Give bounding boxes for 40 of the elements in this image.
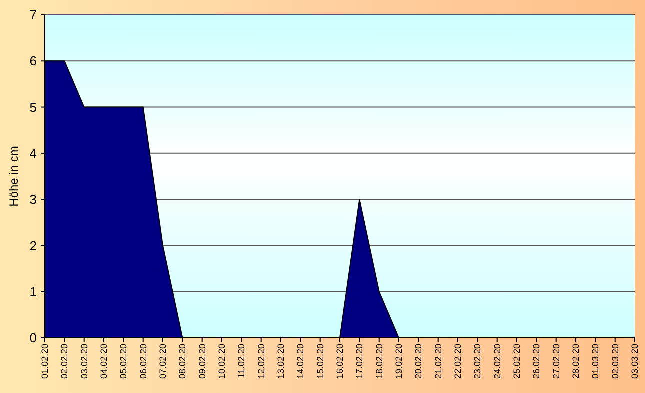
x-tick-label: 08.02.20 bbox=[178, 344, 188, 380]
y-tick-label: 4 bbox=[30, 146, 37, 161]
x-tick-label: 05.02.20 bbox=[118, 344, 129, 380]
y-tick-label: 1 bbox=[30, 284, 37, 300]
y-axis-title: Höhe in cm bbox=[7, 146, 21, 207]
x-tick-label: 09.02.20 bbox=[197, 344, 208, 380]
x-tick-label: 24.02.20 bbox=[492, 344, 502, 380]
x-tick-label: 21.02.20 bbox=[433, 344, 444, 380]
y-tick-label: 0 bbox=[30, 330, 37, 346]
x-tick-label: 18.02.20 bbox=[374, 344, 384, 380]
x-tick-label: 04.02.20 bbox=[99, 344, 109, 380]
y-tick-label: 5 bbox=[30, 100, 37, 115]
y-tick-label: 7 bbox=[30, 8, 37, 23]
x-tick-label: 06.02.20 bbox=[138, 344, 148, 380]
y-tick-label: 2 bbox=[30, 238, 37, 254]
x-tick-label: 26.02.20 bbox=[532, 344, 542, 380]
y-tick-label: 3 bbox=[30, 192, 37, 208]
x-tick-label: 02.03.20 bbox=[610, 344, 620, 380]
x-tick-label: 03.03.20 bbox=[630, 344, 640, 380]
x-tick-label: 23.02.20 bbox=[472, 344, 483, 380]
x-tick-label: 01.02.20 bbox=[40, 344, 50, 380]
x-tick-label: 16.02.20 bbox=[335, 344, 345, 380]
x-tick-label: 28.02.20 bbox=[571, 344, 581, 380]
x-tick-label: 03.02.20 bbox=[79, 344, 90, 380]
x-tick-label: 19.02.20 bbox=[394, 344, 404, 380]
x-tick-label: 13.02.20 bbox=[276, 344, 286, 380]
x-tick-label: 15.02.20 bbox=[315, 344, 326, 380]
x-tick-label: 07.02.20 bbox=[158, 344, 168, 380]
x-tick-label: 20.02.20 bbox=[414, 344, 424, 380]
y-tick-label: 6 bbox=[30, 54, 37, 69]
x-tick-label: 17.02.20 bbox=[354, 344, 365, 380]
x-tick-label: 12.02.20 bbox=[256, 344, 266, 380]
x-tick-label: 01.03.20 bbox=[590, 344, 601, 380]
x-tick-label: 14.02.20 bbox=[296, 344, 306, 380]
x-tick-label: 22.02.20 bbox=[453, 344, 463, 380]
x-tick-label: 11.02.20 bbox=[236, 344, 247, 378]
x-tick-label: 25.02.20 bbox=[512, 344, 522, 380]
x-tick-label: 02.02.20 bbox=[60, 344, 70, 380]
x-tick-label: 10.02.20 bbox=[217, 344, 227, 380]
x-tick-label: 27.02.20 bbox=[551, 344, 562, 380]
